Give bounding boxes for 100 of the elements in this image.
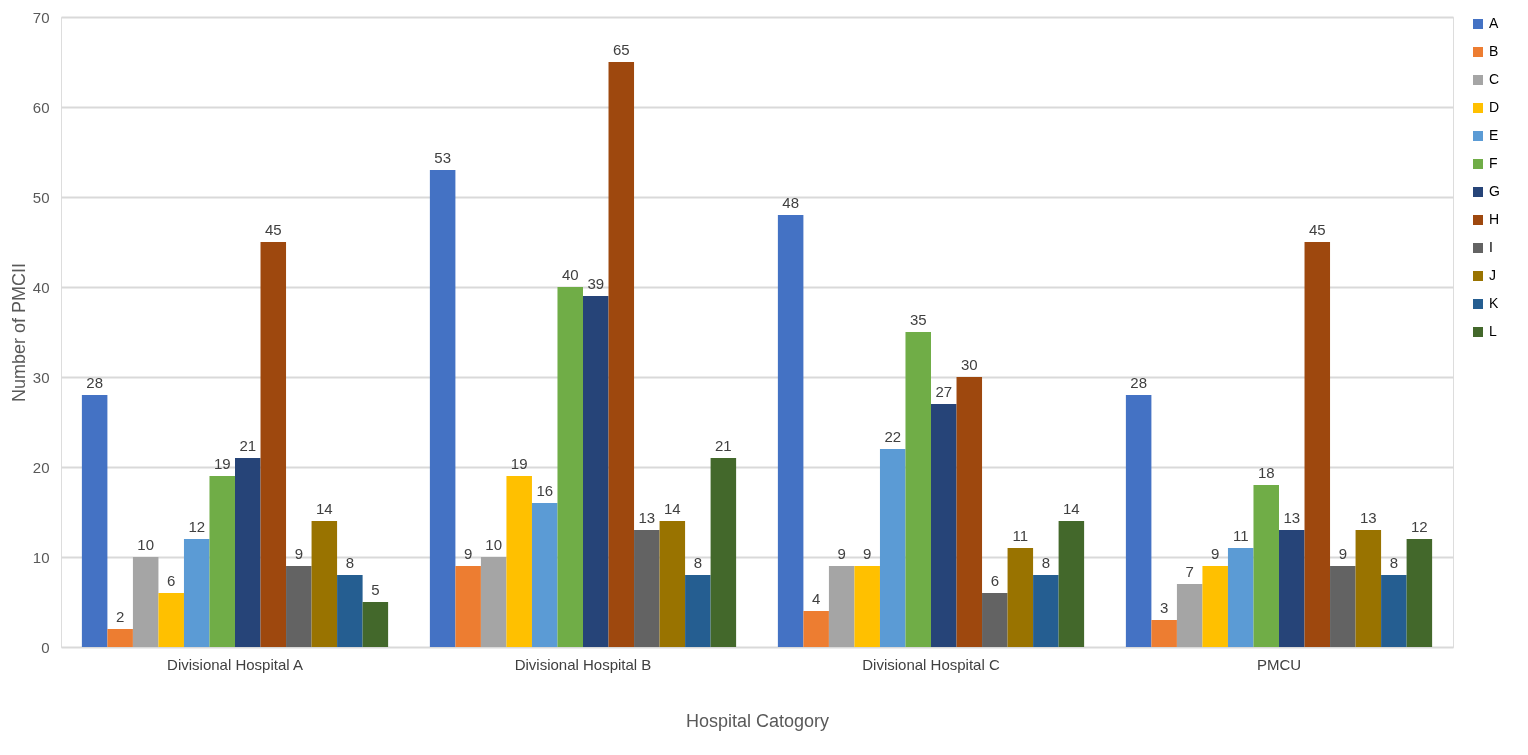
data-label: 9 xyxy=(837,545,846,562)
legend-label: C xyxy=(1489,71,1500,87)
bar xyxy=(1304,242,1331,647)
data-label: 13 xyxy=(1359,509,1377,526)
data-label: 2 xyxy=(115,608,125,625)
bar xyxy=(557,287,583,647)
bar xyxy=(879,449,906,647)
data-label: 8 xyxy=(345,554,355,571)
bar xyxy=(1381,575,1407,647)
bar xyxy=(1227,548,1254,647)
bar xyxy=(158,593,184,647)
bar xyxy=(183,539,210,647)
bar xyxy=(531,503,558,647)
y-tick-label: 0 xyxy=(41,638,50,656)
data-label: 11 xyxy=(1232,527,1249,544)
legend-label: K xyxy=(1489,295,1499,311)
x-tick-label: Divisional Hospital B xyxy=(514,655,652,673)
y-tick-label: 30 xyxy=(32,368,50,386)
bar xyxy=(1355,530,1382,647)
data-label: 13 xyxy=(638,509,656,526)
x-axis-title: Hospital Catogory xyxy=(685,710,830,731)
data-label: 12 xyxy=(1411,518,1428,535)
bar xyxy=(132,557,159,647)
x-tick-label: PMCU xyxy=(1256,655,1302,673)
bar xyxy=(480,557,507,647)
y-tick-label: 70 xyxy=(32,8,50,26)
bar xyxy=(107,629,133,647)
legend-label: I xyxy=(1489,239,1493,255)
bar xyxy=(81,395,108,647)
data-label: 14 xyxy=(1063,500,1080,517)
data-label: 8 xyxy=(693,554,703,571)
bar xyxy=(583,296,609,647)
bar xyxy=(1279,530,1305,647)
data-label: 13 xyxy=(1283,509,1301,526)
bar xyxy=(260,242,287,647)
y-tick-label: 50 xyxy=(32,188,50,206)
data-label: 14 xyxy=(315,500,333,517)
bar xyxy=(362,602,389,647)
bar xyxy=(685,575,711,647)
y-tick-label: 10 xyxy=(32,548,50,566)
bar xyxy=(710,458,737,647)
data-label: 10 xyxy=(485,536,503,553)
bar xyxy=(1406,539,1433,647)
bar xyxy=(956,377,983,647)
bar xyxy=(1058,521,1085,647)
legend-label: D xyxy=(1489,99,1500,115)
x-tick-label: Divisional Hospital C xyxy=(862,655,1000,673)
data-label: 40 xyxy=(561,266,579,283)
legend-label: F xyxy=(1489,155,1498,171)
data-label: 9 xyxy=(294,545,303,562)
bar xyxy=(311,521,338,647)
bar xyxy=(931,404,957,647)
bar xyxy=(1151,620,1177,647)
bar xyxy=(634,530,660,647)
bar xyxy=(429,170,456,647)
y-tick-label: 20 xyxy=(32,458,50,476)
data-label: 53 xyxy=(434,149,451,166)
bar xyxy=(235,458,261,647)
data-label: 6 xyxy=(990,572,999,589)
bar xyxy=(905,332,931,647)
data-label: 28 xyxy=(1130,374,1147,391)
data-label: 45 xyxy=(1308,221,1326,238)
data-label: 22 xyxy=(884,428,902,445)
bar xyxy=(506,476,532,647)
bar xyxy=(854,566,880,647)
bar xyxy=(455,566,481,647)
data-label: 14 xyxy=(663,500,681,517)
data-label: 27 xyxy=(935,383,953,400)
data-label: 9 xyxy=(1338,545,1347,562)
bar xyxy=(659,521,686,647)
data-label: 65 xyxy=(612,41,630,58)
bar xyxy=(982,593,1008,647)
legend-label: L xyxy=(1489,323,1497,339)
bar xyxy=(209,476,235,647)
bar xyxy=(803,611,829,647)
bar xyxy=(1125,395,1152,647)
data-label: 16 xyxy=(536,482,554,499)
data-label: 11 xyxy=(1012,527,1029,544)
bar xyxy=(337,575,363,647)
data-label: 30 xyxy=(960,356,978,373)
legend-label: G xyxy=(1489,183,1500,199)
legend-label: E xyxy=(1489,127,1499,143)
bar xyxy=(1253,485,1279,647)
legend-label: B xyxy=(1489,43,1499,59)
data-label: 5 xyxy=(371,581,380,598)
data-label: 45 xyxy=(264,221,282,238)
bar xyxy=(286,566,312,647)
legend-label: H xyxy=(1489,211,1500,227)
bar xyxy=(828,566,855,647)
bar xyxy=(777,215,804,647)
data-label: 8 xyxy=(1041,554,1051,571)
data-label: 21 xyxy=(239,437,257,454)
data-label: 9 xyxy=(1211,545,1220,562)
data-label: 6 xyxy=(167,572,176,589)
bar xyxy=(1033,575,1059,647)
data-label: 39 xyxy=(587,275,605,292)
data-label: 7 xyxy=(1185,563,1194,580)
data-label: 9 xyxy=(463,545,473,562)
legend-label: A xyxy=(1489,15,1499,31)
bar xyxy=(1007,548,1034,647)
